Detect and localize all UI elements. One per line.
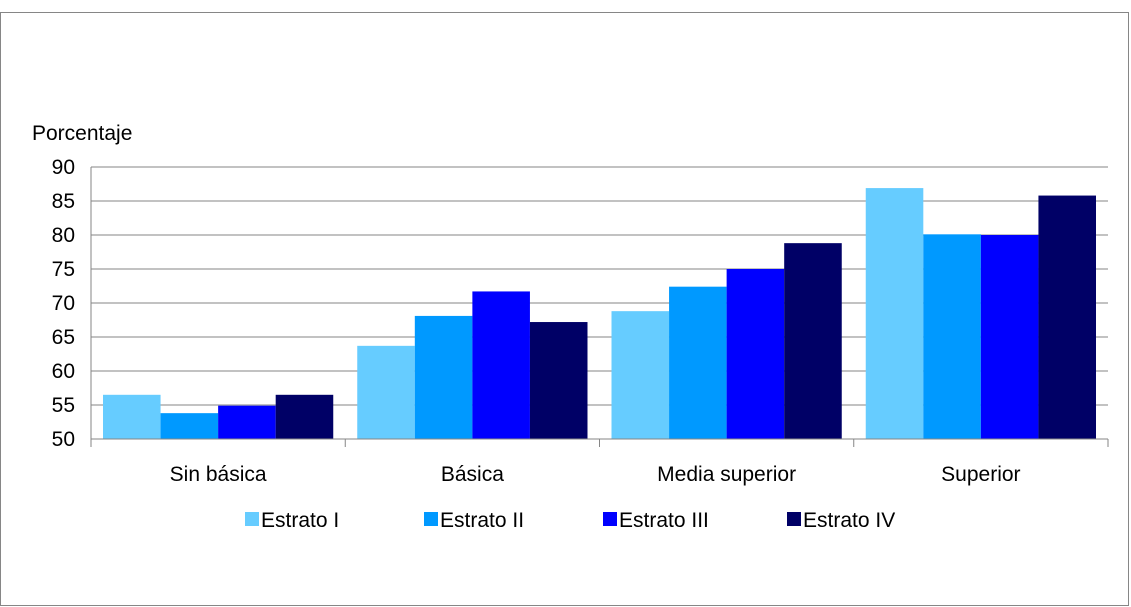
bar <box>275 394 334 439</box>
x-axis <box>90 167 1109 447</box>
legend-swatch <box>603 512 617 526</box>
bar <box>357 345 415 439</box>
y-tick-label: 50 <box>52 428 75 451</box>
legend-label: Estrato II <box>440 509 524 532</box>
bar <box>611 311 670 439</box>
y-tick-label: 55 <box>52 394 75 417</box>
y-tick-label: 75 <box>52 258 75 281</box>
category-label: Superior <box>941 463 1020 486</box>
category-label: Básica <box>441 463 504 486</box>
y-tick-labels: 50 55 60 65 70 75 80 85 90 <box>52 156 75 451</box>
category-label: Sin básica <box>170 463 267 486</box>
bars <box>103 188 1096 439</box>
legend-label: Estrato IV <box>803 509 895 532</box>
bar <box>529 322 588 439</box>
legend-swatch <box>787 512 801 526</box>
y-tick-label: 70 <box>52 292 75 315</box>
y-axis-label: Porcentaje <box>32 122 132 145</box>
bar <box>160 413 219 439</box>
bar <box>414 315 473 439</box>
bar <box>923 234 981 439</box>
bar <box>472 291 530 439</box>
bar <box>669 286 727 439</box>
legend: Estrato I Estrato II Estrato III Estrato IV <box>245 509 895 532</box>
y-tick-label: 80 <box>52 224 75 247</box>
bar <box>1038 195 1096 439</box>
bar <box>865 188 924 439</box>
legend-label: Estrato III <box>619 509 709 532</box>
y-tick-label: 85 <box>52 190 75 213</box>
bar <box>218 405 276 439</box>
legend-swatch <box>245 512 259 526</box>
category-label: Media superior <box>657 463 796 486</box>
bar <box>980 235 1039 439</box>
bar <box>726 269 785 439</box>
y-tick-label: 60 <box>52 360 75 383</box>
category-labels: Sin básica Básica Media superior Superior <box>170 463 1021 486</box>
legend-label: Estrato I <box>261 509 339 532</box>
bar <box>103 394 161 439</box>
y-tick-label: 90 <box>52 156 75 179</box>
legend-swatch <box>424 512 438 526</box>
bar <box>784 243 842 439</box>
y-tick-label: 65 <box>52 326 75 349</box>
